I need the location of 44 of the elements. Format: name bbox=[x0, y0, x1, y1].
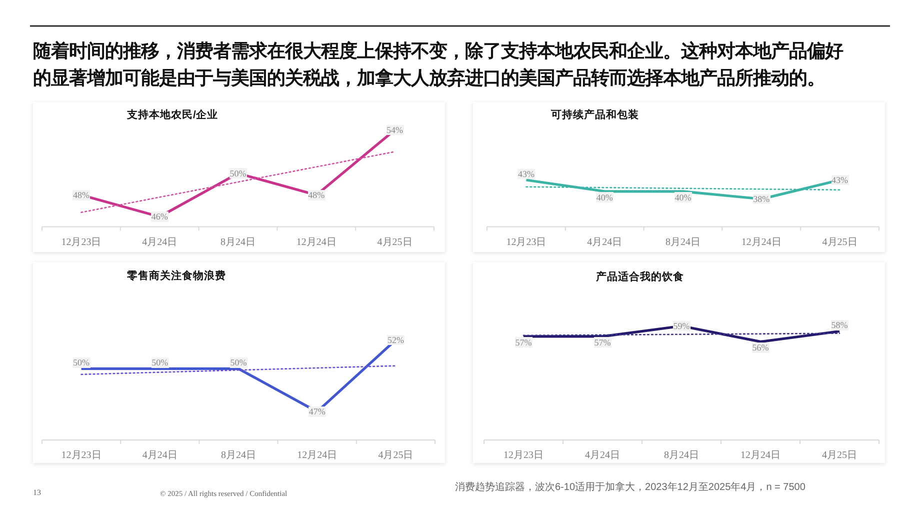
data-label: 48% bbox=[72, 190, 90, 200]
x-tick-label: 12月24日 bbox=[297, 450, 338, 461]
x-tick-label: 12月23日 bbox=[504, 450, 544, 461]
x-tick-label: 12月23日 bbox=[61, 237, 102, 248]
x-tick-label: 8月24日 bbox=[220, 237, 256, 248]
x-tick-label: 4月25日 bbox=[822, 450, 857, 461]
data-label: 46% bbox=[151, 212, 168, 222]
x-tick-label: 12月23日 bbox=[61, 450, 102, 461]
x-tick-label: 4月25日 bbox=[378, 450, 414, 461]
x-tick-label: 8月24日 bbox=[664, 450, 699, 461]
x-tick-label: 4月25日 bbox=[377, 237, 412, 248]
x-tick-label: 4月24日 bbox=[142, 450, 178, 461]
x-tick-label: 4月25日 bbox=[822, 237, 858, 248]
text: 13 bbox=[33, 488, 41, 497]
data-label: 48% bbox=[308, 190, 326, 200]
x-tick-label: 4月24日 bbox=[142, 237, 178, 248]
data-label: 59% bbox=[673, 321, 690, 331]
data-label: 38% bbox=[753, 194, 770, 204]
data-label: 50% bbox=[73, 358, 90, 368]
x-tick-label: 8月24日 bbox=[666, 237, 700, 248]
x-tick-label: 4月24日 bbox=[587, 237, 622, 248]
text: 随着时间的推移，消费者需求在很大程度上保持不变，除了支持本地农民和企业。这种对本地产品偏好的显著增加可能是由于与美国的关税战，加拿大人放弃进口的美国产品转而选择本地产品所推动的。 bbox=[33, 39, 844, 90]
data-label: 43% bbox=[832, 175, 849, 185]
data-label: 50% bbox=[152, 358, 169, 368]
x-tick-label: 12月23日 bbox=[506, 237, 546, 248]
x-tick-label: 4月24日 bbox=[585, 450, 620, 461]
data-label: 50% bbox=[230, 358, 248, 368]
data-label: 40% bbox=[596, 192, 614, 202]
x-tick-label: 12月24日 bbox=[740, 450, 780, 461]
data-label: 57% bbox=[515, 337, 532, 348]
data-label: 56% bbox=[752, 342, 770, 353]
data-label: 40% bbox=[674, 192, 692, 202]
chart-title: 零售商关注食物浪费 bbox=[127, 269, 226, 282]
x-tick-label: 12月24日 bbox=[741, 237, 782, 248]
data-label: 57% bbox=[594, 337, 612, 348]
x-tick-label: 12月24日 bbox=[296, 237, 336, 248]
chart-title: 产品适合我的饮食 bbox=[595, 270, 684, 283]
chart-title: 支持本地农民/企业 bbox=[126, 108, 218, 121]
data-label: 47% bbox=[308, 406, 326, 417]
data-label: 58% bbox=[831, 320, 848, 330]
chart-title: 可持续产品和包装 bbox=[550, 108, 639, 121]
x-tick-label: 8月24日 bbox=[221, 450, 256, 461]
text: 消费趋势追踪器，波次6-10适用于加拿大，2023年12月至2025年4月，n = 7500 bbox=[455, 480, 806, 494]
data-label: 52% bbox=[387, 335, 404, 345]
